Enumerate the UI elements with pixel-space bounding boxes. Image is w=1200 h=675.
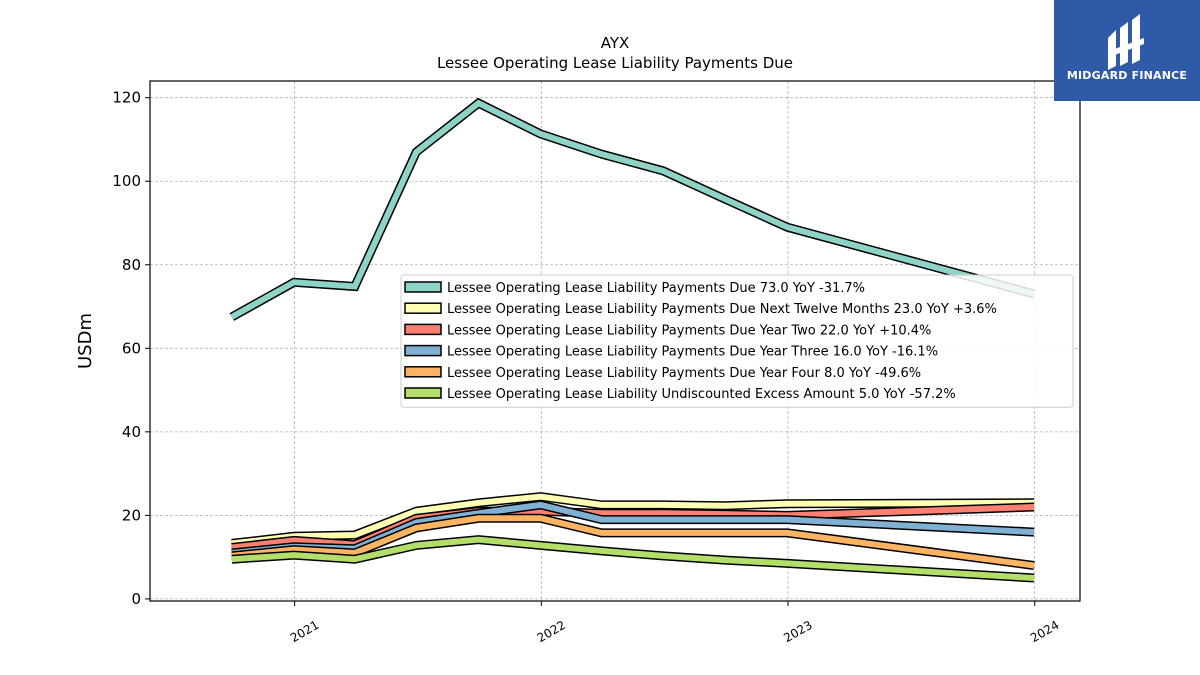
series-line (231, 536, 1035, 581)
legend-swatch (404, 387, 442, 399)
y-tick-label: 80 (122, 256, 141, 274)
y-tick-label: 100 (112, 172, 141, 190)
legend-swatch (404, 344, 442, 357)
legend-entry: Lessee Operating Lease Liability Undisco… (447, 387, 956, 402)
legend-entry: Lessee Operating Lease Liability Payment… (447, 366, 921, 381)
y-tick-label: 60 (122, 339, 141, 357)
legend-entry: Lessee Operating Lease Liability Payment… (447, 345, 938, 360)
y-tick-label: 120 (112, 89, 141, 107)
legend-swatch (404, 323, 442, 336)
x-tick-label: 2022 (535, 618, 568, 645)
y-tick-label: 40 (122, 423, 141, 441)
legend-entry: Lessee Operating Lease Liability Payment… (447, 323, 931, 338)
y-axis-label: USDm (75, 313, 96, 369)
x-tick-label: 2024 (1028, 618, 1061, 645)
logo-text: MIDGARD FINANCE (1066, 69, 1188, 82)
midgard-logo-icon (1108, 14, 1144, 70)
x-axis: 2021 2022 2023 2024 (288, 601, 1061, 645)
legend-entry: Lessee Operating Lease Liability Payment… (447, 302, 997, 317)
chart-ticker: AYX (601, 34, 630, 52)
y-tick-label: 20 (122, 506, 141, 524)
plot-frame (149, 80, 1081, 602)
series-line (231, 493, 1035, 547)
grid-lines (150, 81, 1080, 601)
legend-box (400, 274, 1074, 408)
x-tick-label: 2021 (288, 618, 321, 645)
legend-swatch (404, 366, 442, 378)
x-tick-label: 2023 (781, 618, 814, 645)
legend-entry: Lessee Operating Lease Liability Payment… (447, 281, 865, 296)
y-axis: 0 20 40 60 80 100 120 (112, 89, 150, 608)
series-line (231, 515, 1035, 569)
series-line (230, 99, 1035, 320)
legend-swatch (404, 302, 442, 314)
series-lines (229, 97, 1036, 583)
legend: Lessee Operating Lease Liability Payment… (400, 274, 1074, 408)
chart-title: Lessee Operating Lease Liability Payment… (437, 54, 793, 72)
y-tick-label: 0 (131, 590, 141, 608)
midgard-logo: MIDGARD FINANCE (1054, 0, 1200, 101)
series-line (231, 504, 1035, 551)
legend-swatch (404, 281, 442, 293)
